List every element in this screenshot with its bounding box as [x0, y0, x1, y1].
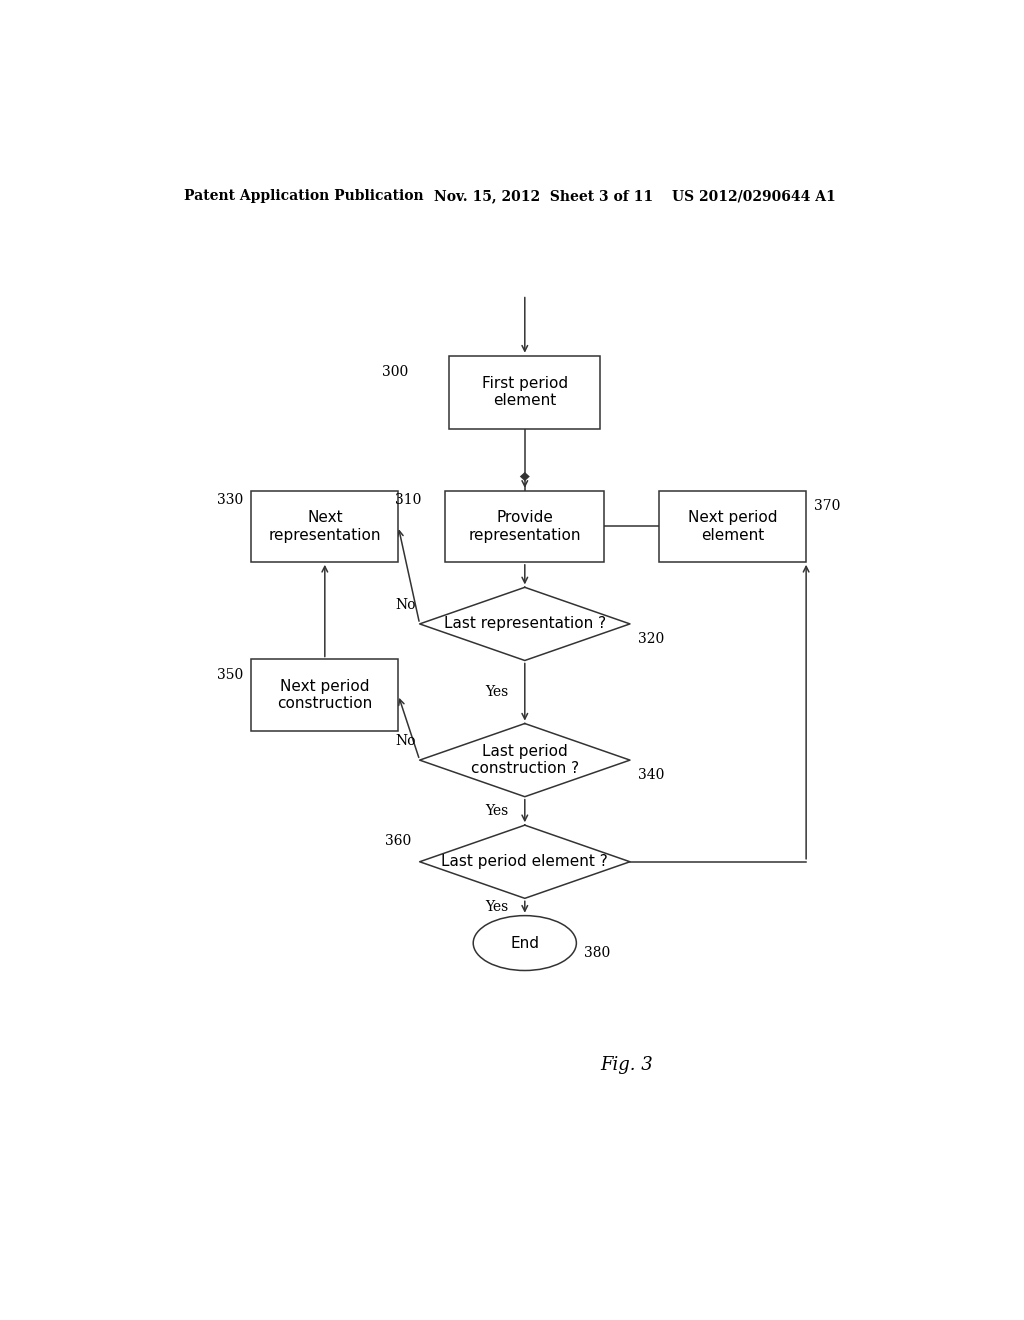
Text: 320: 320 — [638, 632, 665, 647]
Text: Nov. 15, 2012  Sheet 3 of 11: Nov. 15, 2012 Sheet 3 of 11 — [433, 189, 652, 203]
FancyBboxPatch shape — [445, 491, 604, 562]
Text: End: End — [510, 936, 540, 950]
Text: Patent Application Publication: Patent Application Publication — [183, 189, 423, 203]
FancyBboxPatch shape — [450, 355, 600, 429]
Text: 370: 370 — [814, 499, 841, 513]
FancyBboxPatch shape — [659, 491, 806, 562]
Text: 350: 350 — [217, 668, 244, 681]
Text: 330: 330 — [217, 492, 244, 507]
Text: Next period
construction: Next period construction — [278, 678, 373, 711]
Text: Last period element ?: Last period element ? — [441, 854, 608, 870]
Text: Fig. 3: Fig. 3 — [600, 1056, 653, 1074]
Text: No: No — [395, 734, 416, 748]
Polygon shape — [520, 473, 529, 480]
Text: Last period
construction ?: Last period construction ? — [471, 744, 579, 776]
Text: Yes: Yes — [485, 685, 509, 700]
Text: Next
representation: Next representation — [268, 510, 381, 543]
FancyBboxPatch shape — [252, 660, 398, 731]
FancyBboxPatch shape — [252, 491, 398, 562]
Text: Yes: Yes — [485, 900, 509, 913]
Text: 380: 380 — [585, 946, 610, 960]
Text: Yes: Yes — [485, 804, 509, 818]
Text: US 2012/0290644 A1: US 2012/0290644 A1 — [672, 189, 836, 203]
Text: Next period
element: Next period element — [688, 510, 777, 543]
Text: 310: 310 — [395, 492, 422, 507]
Text: Last representation ?: Last representation ? — [443, 616, 606, 631]
Ellipse shape — [473, 916, 577, 970]
Text: No: No — [395, 598, 416, 611]
Text: Provide
representation: Provide representation — [469, 510, 581, 543]
Text: 300: 300 — [382, 364, 409, 379]
Text: First period
element: First period element — [481, 376, 568, 408]
Text: 340: 340 — [638, 768, 665, 783]
Text: 360: 360 — [385, 834, 412, 849]
